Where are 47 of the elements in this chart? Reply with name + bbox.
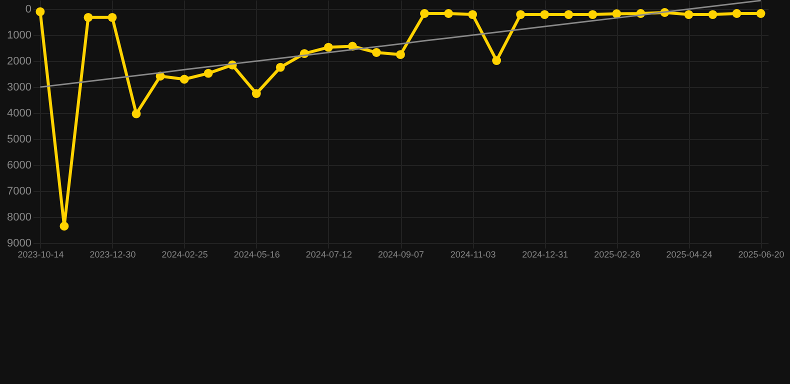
point — [204, 68, 213, 78]
point — [684, 10, 694, 20]
point — [564, 10, 574, 20]
x-tick-label: 2024-09-07 — [378, 250, 424, 260]
point — [36, 7, 45, 16]
line-series — [39, 0, 762, 88]
x-tick-label: 2025-06-20 — [738, 250, 784, 260]
y-tick-label: 9000 — [7, 238, 32, 250]
point — [444, 9, 454, 18]
point — [372, 48, 381, 57]
y-tick-label: 5000 — [7, 134, 32, 146]
x-tick-label: 2025-02-26 — [594, 250, 640, 260]
y-tick-label: 4000 — [7, 108, 32, 120]
y-tick-label: 3000 — [7, 82, 32, 94]
x-tick-label: 2024-12-31 — [522, 250, 568, 260]
x-tick-label: 2024-11-03 — [450, 250, 496, 260]
point — [276, 62, 285, 72]
y-tick-label: 1000 — [7, 30, 32, 42]
y-tick-label: 7000 — [7, 186, 32, 198]
point — [468, 10, 478, 20]
point — [516, 10, 526, 20]
point — [396, 50, 405, 60]
point — [84, 12, 93, 22]
x-tick-label: 2024-07-12 — [306, 250, 352, 260]
point — [492, 56, 502, 66]
x-tick-label: 2023-12-30 — [90, 250, 136, 260]
point — [60, 222, 69, 231]
y-tick-label: 8000 — [7, 212, 32, 224]
point — [612, 9, 622, 18]
y-tick-label: 2000 — [7, 56, 32, 68]
x-tick-label: 2023-10-14 — [18, 250, 64, 260]
x-tick-label: 2024-02-25 — [162, 250, 208, 260]
y-tick-label: 0 — [25, 4, 32, 16]
point — [540, 10, 550, 20]
point — [324, 42, 333, 52]
point — [588, 10, 598, 20]
point — [252, 89, 261, 98]
point — [108, 12, 117, 22]
point — [420, 9, 429, 18]
point — [732, 9, 742, 18]
point — [180, 74, 189, 84]
point — [756, 9, 766, 18]
x-tick-label: 2024-05-16 — [234, 250, 280, 260]
y-tick-label: 6000 — [7, 160, 32, 172]
point — [132, 109, 141, 118]
x-tick-label: 2025-04-24 — [666, 250, 712, 260]
point — [708, 10, 718, 20]
